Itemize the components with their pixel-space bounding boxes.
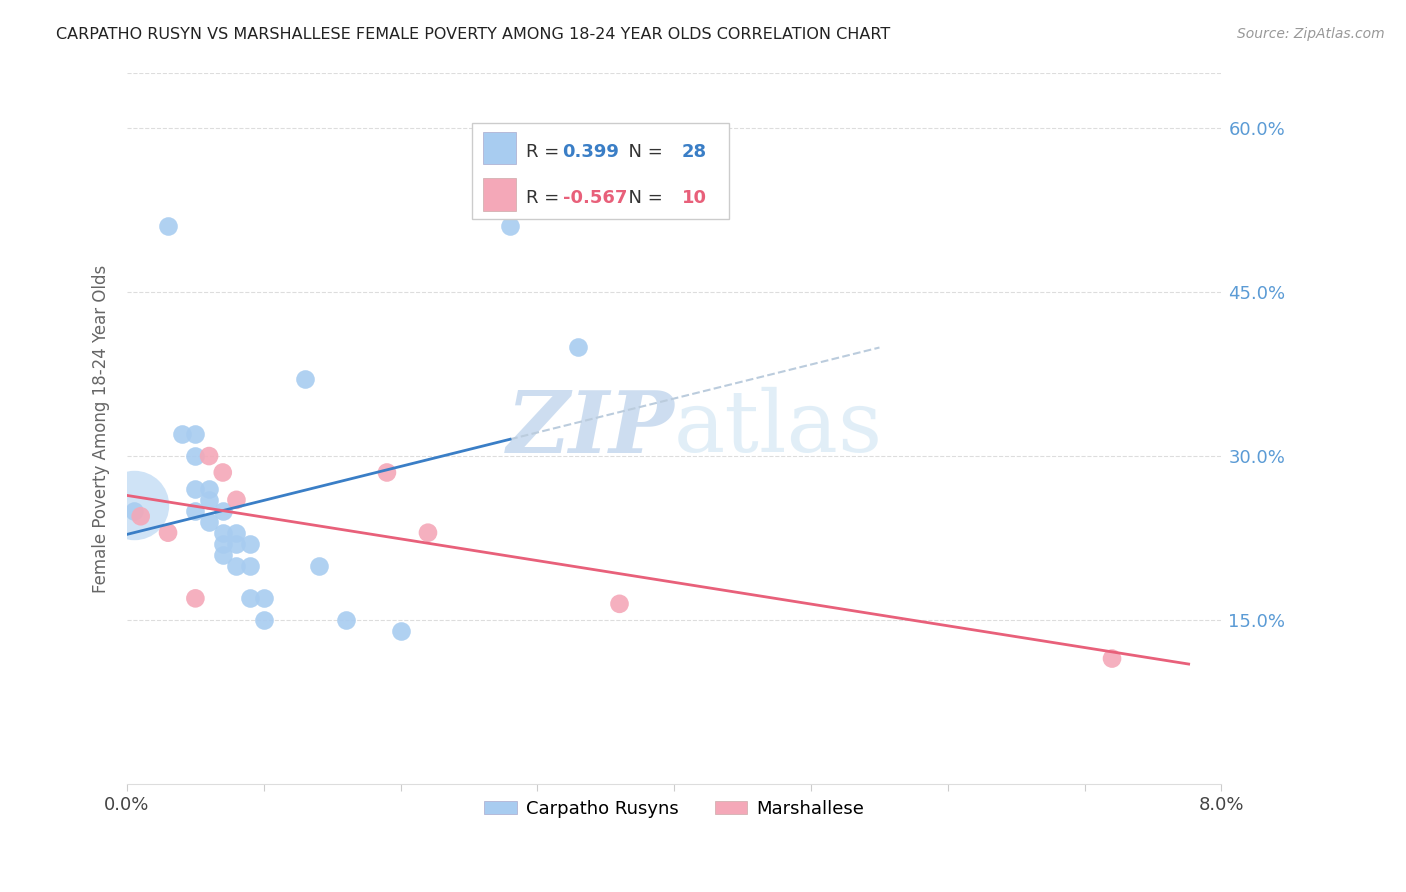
Text: R =: R = [526, 143, 565, 161]
Point [1101, 651, 1123, 665]
Point [198, 482, 221, 496]
Text: N =: N = [617, 189, 669, 207]
Point [157, 219, 180, 234]
Legend: Carpatho Rusyns, Marshallese: Carpatho Rusyns, Marshallese [477, 793, 872, 825]
Point [184, 504, 207, 518]
FancyBboxPatch shape [482, 132, 516, 164]
Point [294, 372, 316, 386]
Point [389, 624, 412, 639]
Text: CARPATHO RUSYN VS MARSHALLESE FEMALE POVERTY AMONG 18-24 YEAR OLDS CORRELATION C: CARPATHO RUSYN VS MARSHALLESE FEMALE POV… [56, 27, 890, 42]
Point [122, 504, 145, 518]
Point [335, 613, 357, 627]
Point [157, 525, 180, 540]
Y-axis label: Female Poverty Among 18-24 Year Olds: Female Poverty Among 18-24 Year Olds [93, 265, 110, 593]
Text: N =: N = [617, 143, 669, 161]
Point [184, 482, 207, 496]
Point [211, 548, 233, 562]
Point [198, 515, 221, 529]
Point [225, 536, 247, 550]
Point [239, 558, 262, 573]
Point [225, 558, 247, 573]
Point [308, 558, 330, 573]
Point [225, 492, 247, 507]
Point [253, 613, 276, 627]
Point [416, 525, 439, 540]
Point [129, 509, 152, 524]
Point [567, 340, 589, 354]
Point [184, 591, 207, 606]
Point [122, 499, 145, 513]
Text: ZIP: ZIP [506, 387, 675, 470]
Point [211, 466, 233, 480]
Text: 28: 28 [682, 143, 707, 161]
Point [198, 449, 221, 463]
FancyBboxPatch shape [482, 178, 516, 211]
Point [211, 536, 233, 550]
Point [211, 504, 233, 518]
Point [239, 591, 262, 606]
Point [198, 492, 221, 507]
Point [609, 597, 631, 611]
Point [184, 449, 207, 463]
Point [375, 466, 398, 480]
Point [225, 525, 247, 540]
Point [184, 427, 207, 442]
Text: 10: 10 [682, 189, 707, 207]
Text: atlas: atlas [675, 387, 883, 470]
Text: Source: ZipAtlas.com: Source: ZipAtlas.com [1237, 27, 1385, 41]
Text: 0.399: 0.399 [562, 143, 620, 161]
Text: R =: R = [526, 189, 565, 207]
Text: -0.567: -0.567 [562, 189, 627, 207]
Point [170, 427, 193, 442]
Point [239, 536, 262, 550]
Point [253, 591, 276, 606]
Point [211, 525, 233, 540]
FancyBboxPatch shape [472, 123, 728, 219]
Point [499, 219, 522, 234]
